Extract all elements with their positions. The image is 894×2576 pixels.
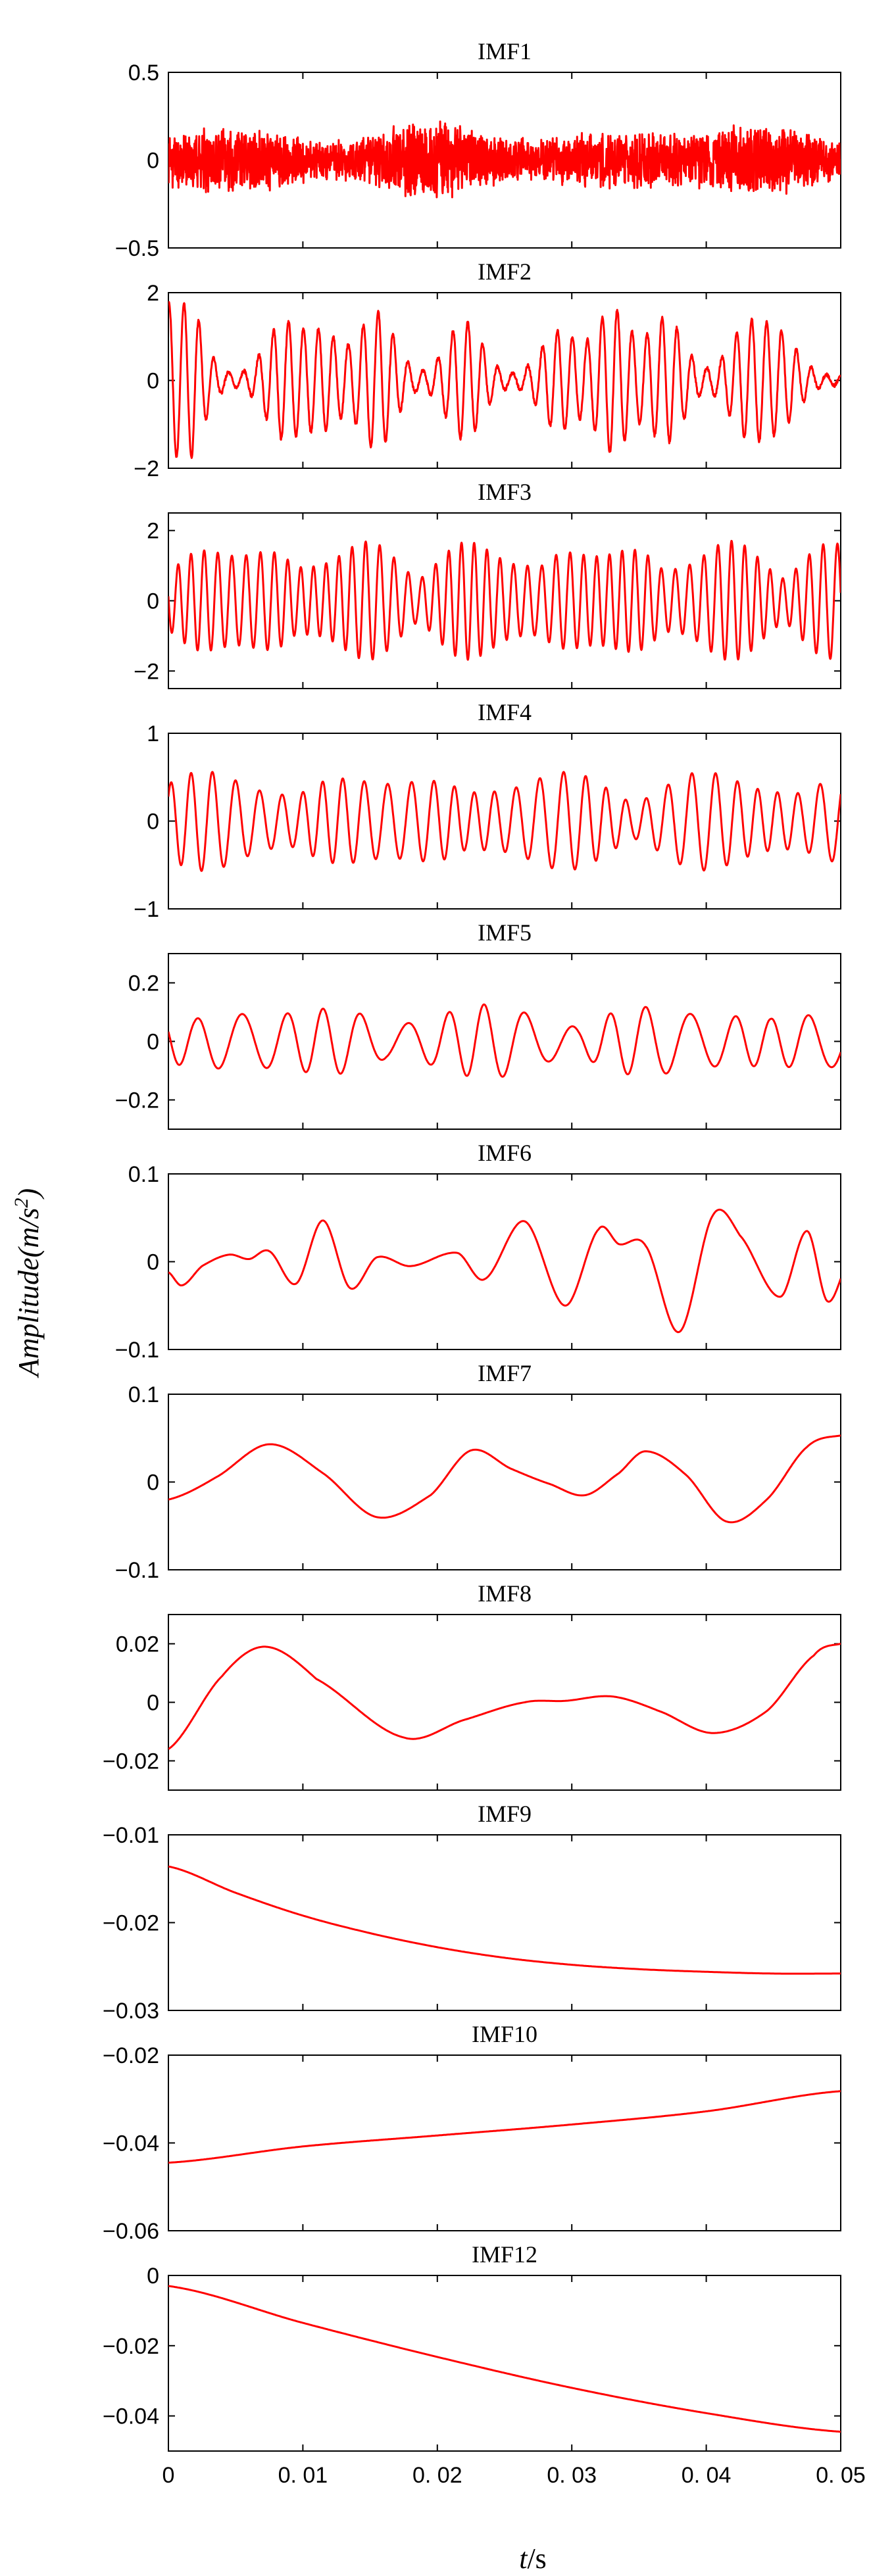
y-tick-label: −0.04 [103,2131,159,2156]
series-line-imf7 [168,1434,841,1524]
y-tick-label: −0.2 [115,1088,159,1113]
axis-box [168,1834,841,2011]
series-line-imf5 [168,1003,841,1078]
axis-box [168,733,841,910]
panel-imf8: IMF8 0.02 0 −0.02 [103,1580,841,1791]
axis-box [168,953,841,1130]
panel-title-imf4: IMF4 [478,699,532,725]
series-line-imf2 [168,301,841,459]
panel-title-imf5: IMF5 [478,919,532,946]
series-line-imf1 [168,120,841,199]
y-axis-label: Amplitude(m/s2) [11,1188,45,1378]
panel-imf3: IMF3 2 0 −2 [134,479,841,689]
series-line-imf4 [168,771,841,872]
panel-imf12: IMF12 0 −0.02 −0.04 [103,2241,841,2452]
y-axis-label-main: Amplitude(m/s [12,1208,45,1379]
y-tick-label: −0.1 [115,1338,159,1363]
panel-imf7: IMF7 0.1 0 −0.1 [115,1360,841,1583]
panel-imf2: IMF2 2 0 −2 [134,258,841,481]
y-tick-label: 2 [147,281,159,306]
y-tick-label: −0.5 [115,236,159,261]
panel-title-imf8: IMF8 [478,1580,532,1607]
y-tick-label: −0.01 [103,1823,159,1848]
y-tick-label: 0 [147,1030,159,1055]
y-tick-label: −0.02 [103,2334,159,2359]
y-tick-label: −2 [134,456,159,481]
y-tick-label: 0 [147,2264,159,2289]
panel-title-imf2: IMF2 [478,258,532,285]
x-tick-label: 0. 03 [547,2463,597,2488]
panel-imf5: IMF5 0.2 0 −0.2 [115,919,841,1130]
y-tick-label: −0.04 [103,2404,159,2429]
axis-box [168,1394,841,1570]
y-tick-label: 0.5 [128,61,159,85]
y-tick-label: −0.1 [115,1558,159,1583]
x-tick-label: 0. 05 [816,2463,866,2488]
y-tick-label: −0.02 [103,2043,159,2068]
series-line-imf6 [168,1208,841,1334]
y-tick-label: 0.1 [128,1382,159,1407]
panel-title-imf1: IMF1 [478,38,532,64]
x-axis-label-var: t [519,2542,528,2575]
axis-box [168,1173,841,1350]
axis-box [168,2054,841,2231]
panel-title-imf10: IMF10 [472,2021,537,2047]
series-line-imf10 [168,2090,841,2164]
y-tick-label: −0.02 [103,1749,159,1774]
panel-imf4: IMF4 1 0 −1 [134,699,841,922]
panel-imf6: IMF6 0.1 0 −0.1 [115,1140,841,1363]
y-tick-label: 1 [147,721,159,746]
y-axis-label-close: ) [12,1188,45,1200]
axis-box [168,2275,841,2452]
axis-box [168,1614,841,1791]
y-tick-label: 0.02 [116,1632,159,1657]
series-line-imf3 [168,539,841,661]
y-tick-label: −0.03 [103,1999,159,2024]
panel-title-imf6: IMF6 [478,1140,532,1166]
y-tick-label: 0 [147,1691,159,1716]
y-tick-label: 0 [147,810,159,835]
panel-title-imf7: IMF7 [478,1360,532,1386]
series-line-imf8 [168,1643,841,1750]
panel-title-imf12: IMF12 [472,2241,537,2268]
x-axis-label: t/s [519,2542,547,2575]
series-line-imf9 [168,1865,841,1975]
x-tick-label: 0. 02 [412,2463,462,2488]
y-tick-label: 0 [147,149,159,174]
panel-imf10: IMF10 −0.02 −0.04 −0.06 [103,2021,841,2244]
y-tick-label: 0 [147,369,159,394]
x-tick-label: 0 [162,2463,175,2488]
y-tick-label: 0.1 [128,1162,159,1187]
y-tick-label: 2 [147,519,159,544]
panel-title-imf9: IMF9 [478,1801,532,1827]
panel-imf1: IMF1 0.5 0 −0.5 [115,38,841,261]
series-line-imf12 [168,2285,841,2433]
y-tick-label: −0.02 [103,1911,159,1936]
axis-box [168,512,841,689]
y-tick-label: −2 [134,659,159,684]
panel-imf9: IMF9 −0.01 −0.02 −0.03 [103,1801,841,2024]
y-tick-label: 0 [147,1250,159,1275]
y-tick-label: 0 [147,589,159,614]
x-axis-label-unit: /s [527,2542,546,2575]
y-axis-label-sup: 2 [11,1198,32,1208]
x-tick-label: 0. 01 [278,2463,328,2488]
panels-layer: IMF10.50−0.5IMF220−2IMF320−2IMF410−1IMF5… [103,38,866,2488]
panel-title-imf3: IMF3 [478,479,532,505]
y-tick-label: 0 [147,1470,159,1495]
x-tick-label: 0. 04 [682,2463,732,2488]
y-tick-label: 0.2 [128,971,159,996]
y-tick-label: −1 [134,897,159,922]
y-tick-label: −0.06 [103,2219,159,2244]
